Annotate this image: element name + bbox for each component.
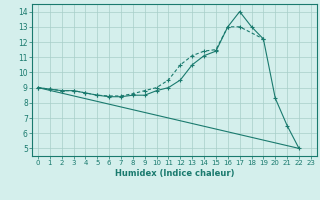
X-axis label: Humidex (Indice chaleur): Humidex (Indice chaleur) xyxy=(115,169,234,178)
